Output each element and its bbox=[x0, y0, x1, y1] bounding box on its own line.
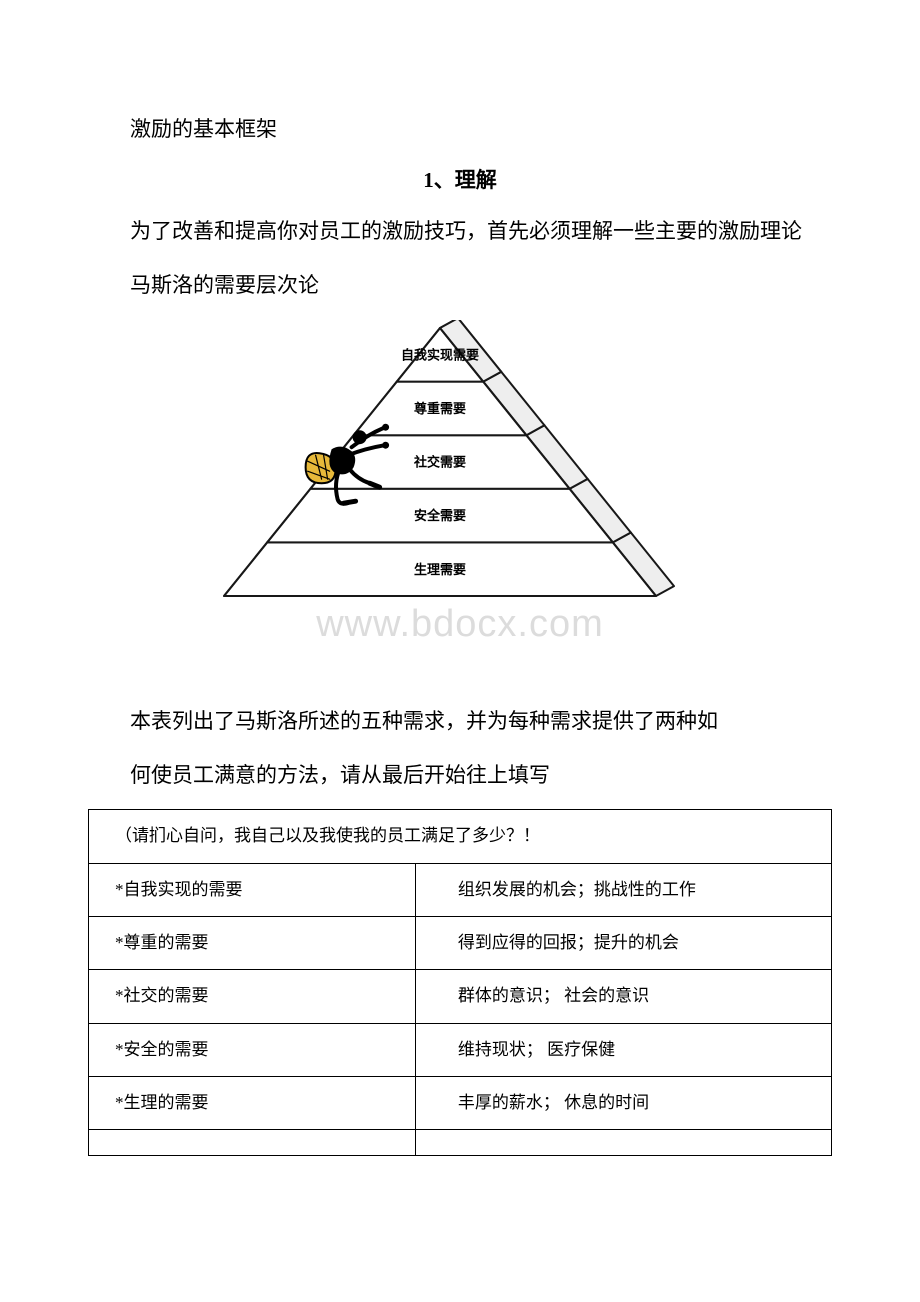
need-cell: *自我实现的需要 bbox=[89, 863, 416, 916]
table-row: *安全的需要维持现状； 医疗保健 bbox=[89, 1023, 832, 1076]
needs-table: （请扪心自问，我自己以及我使我的员工满足了多少？！ *自我实现的需要组织发展的机… bbox=[88, 809, 832, 1156]
method-cell: 群体的意识； 社会的意识 bbox=[415, 970, 831, 1023]
method-cell: 得到应得的回报；提升的机会 bbox=[415, 917, 831, 970]
table-intro-2: 何使员工满意的方法，请从最后开始往上填写 bbox=[88, 756, 832, 796]
svg-text:安全需要: 安全需要 bbox=[414, 508, 466, 523]
need-cell: *社交的需要 bbox=[89, 970, 416, 1023]
svg-text:自我实现需要: 自我实现需要 bbox=[401, 347, 479, 362]
intro-para-1: 为了改善和提高你对员工的激励技巧，首先必须理解一些主要的激励理论 bbox=[88, 212, 832, 252]
table-row: *生理的需要丰厚的薪水； 休息的时间 bbox=[89, 1076, 832, 1129]
svg-text:生理需要: 生理需要 bbox=[414, 561, 466, 576]
table-intro-1: 本表列出了马斯洛所述的五种需求，并为每种需求提供了两种如 bbox=[88, 702, 832, 742]
svg-text:尊重需要: 尊重需要 bbox=[414, 401, 466, 416]
table-header-row: （请扪心自问，我自己以及我使我的员工满足了多少？！ bbox=[89, 810, 832, 863]
need-cell: *生理的需要 bbox=[89, 1076, 416, 1129]
page-title: 激励的基本框架 bbox=[88, 110, 832, 150]
section-heading: 1、理解 bbox=[88, 164, 832, 194]
table-header-note: （请扪心自问，我自己以及我使我的员工满足了多少？！ bbox=[89, 810, 832, 863]
need-cell: *尊重的需要 bbox=[89, 917, 416, 970]
table-row: *社交的需要群体的意识； 社会的意识 bbox=[89, 970, 832, 1023]
method-cell: 组织发展的机会；挑战性的工作 bbox=[415, 863, 831, 916]
need-cell: *安全的需要 bbox=[89, 1023, 416, 1076]
svg-text:社交需要: 社交需要 bbox=[413, 454, 466, 469]
method-cell: 丰厚的薪水； 休息的时间 bbox=[415, 1076, 831, 1129]
table-row: *尊重的需要得到应得的回报；提升的机会 bbox=[89, 917, 832, 970]
intro-para-2: 马斯洛的需要层次论 bbox=[88, 266, 832, 306]
method-cell: 维持现状； 医疗保健 bbox=[415, 1023, 831, 1076]
table-row-empty bbox=[89, 1130, 832, 1156]
table-row: *自我实现的需要组织发展的机会；挑战性的工作 bbox=[89, 863, 832, 916]
maslow-pyramid-diagram: 自我实现需要尊重需要社交需要安全需要生理需要 www.bdocx.com bbox=[200, 320, 720, 640]
